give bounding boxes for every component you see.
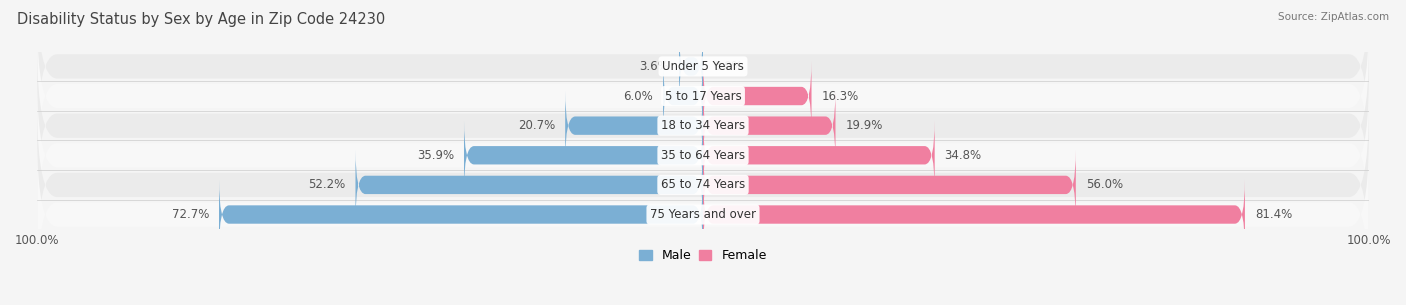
Text: Under 5 Years: Under 5 Years bbox=[662, 60, 744, 73]
FancyBboxPatch shape bbox=[37, 49, 1369, 203]
FancyBboxPatch shape bbox=[37, 19, 1369, 173]
Text: 56.0%: 56.0% bbox=[1085, 178, 1123, 192]
Text: 75 Years and over: 75 Years and over bbox=[650, 208, 756, 221]
Text: 6.0%: 6.0% bbox=[623, 90, 652, 102]
FancyBboxPatch shape bbox=[565, 90, 703, 161]
Text: 18 to 34 Years: 18 to 34 Years bbox=[661, 119, 745, 132]
FancyBboxPatch shape bbox=[356, 150, 703, 220]
FancyBboxPatch shape bbox=[219, 179, 703, 250]
FancyBboxPatch shape bbox=[464, 120, 703, 191]
Text: 35.9%: 35.9% bbox=[418, 149, 454, 162]
Text: 19.9%: 19.9% bbox=[845, 119, 883, 132]
Text: 52.2%: 52.2% bbox=[308, 178, 346, 192]
Text: 34.8%: 34.8% bbox=[945, 149, 981, 162]
FancyBboxPatch shape bbox=[37, 108, 1369, 262]
FancyBboxPatch shape bbox=[703, 90, 835, 161]
Text: 35 to 64 Years: 35 to 64 Years bbox=[661, 149, 745, 162]
FancyBboxPatch shape bbox=[37, 138, 1369, 291]
Text: 16.3%: 16.3% bbox=[821, 90, 859, 102]
Text: Disability Status by Sex by Age in Zip Code 24230: Disability Status by Sex by Age in Zip C… bbox=[17, 12, 385, 27]
FancyBboxPatch shape bbox=[37, 79, 1369, 232]
Text: 20.7%: 20.7% bbox=[517, 119, 555, 132]
FancyBboxPatch shape bbox=[679, 31, 703, 102]
FancyBboxPatch shape bbox=[664, 61, 703, 131]
Text: 3.6%: 3.6% bbox=[640, 60, 669, 73]
Text: Source: ZipAtlas.com: Source: ZipAtlas.com bbox=[1278, 12, 1389, 22]
Text: 72.7%: 72.7% bbox=[172, 208, 209, 221]
FancyBboxPatch shape bbox=[703, 61, 811, 131]
Legend: Male, Female: Male, Female bbox=[640, 249, 766, 262]
FancyBboxPatch shape bbox=[37, 0, 1369, 143]
FancyBboxPatch shape bbox=[703, 120, 935, 191]
Text: 81.4%: 81.4% bbox=[1256, 208, 1292, 221]
FancyBboxPatch shape bbox=[703, 150, 1076, 220]
Text: 0.0%: 0.0% bbox=[713, 60, 742, 73]
Text: 5 to 17 Years: 5 to 17 Years bbox=[665, 90, 741, 102]
Text: 65 to 74 Years: 65 to 74 Years bbox=[661, 178, 745, 192]
FancyBboxPatch shape bbox=[703, 179, 1244, 250]
